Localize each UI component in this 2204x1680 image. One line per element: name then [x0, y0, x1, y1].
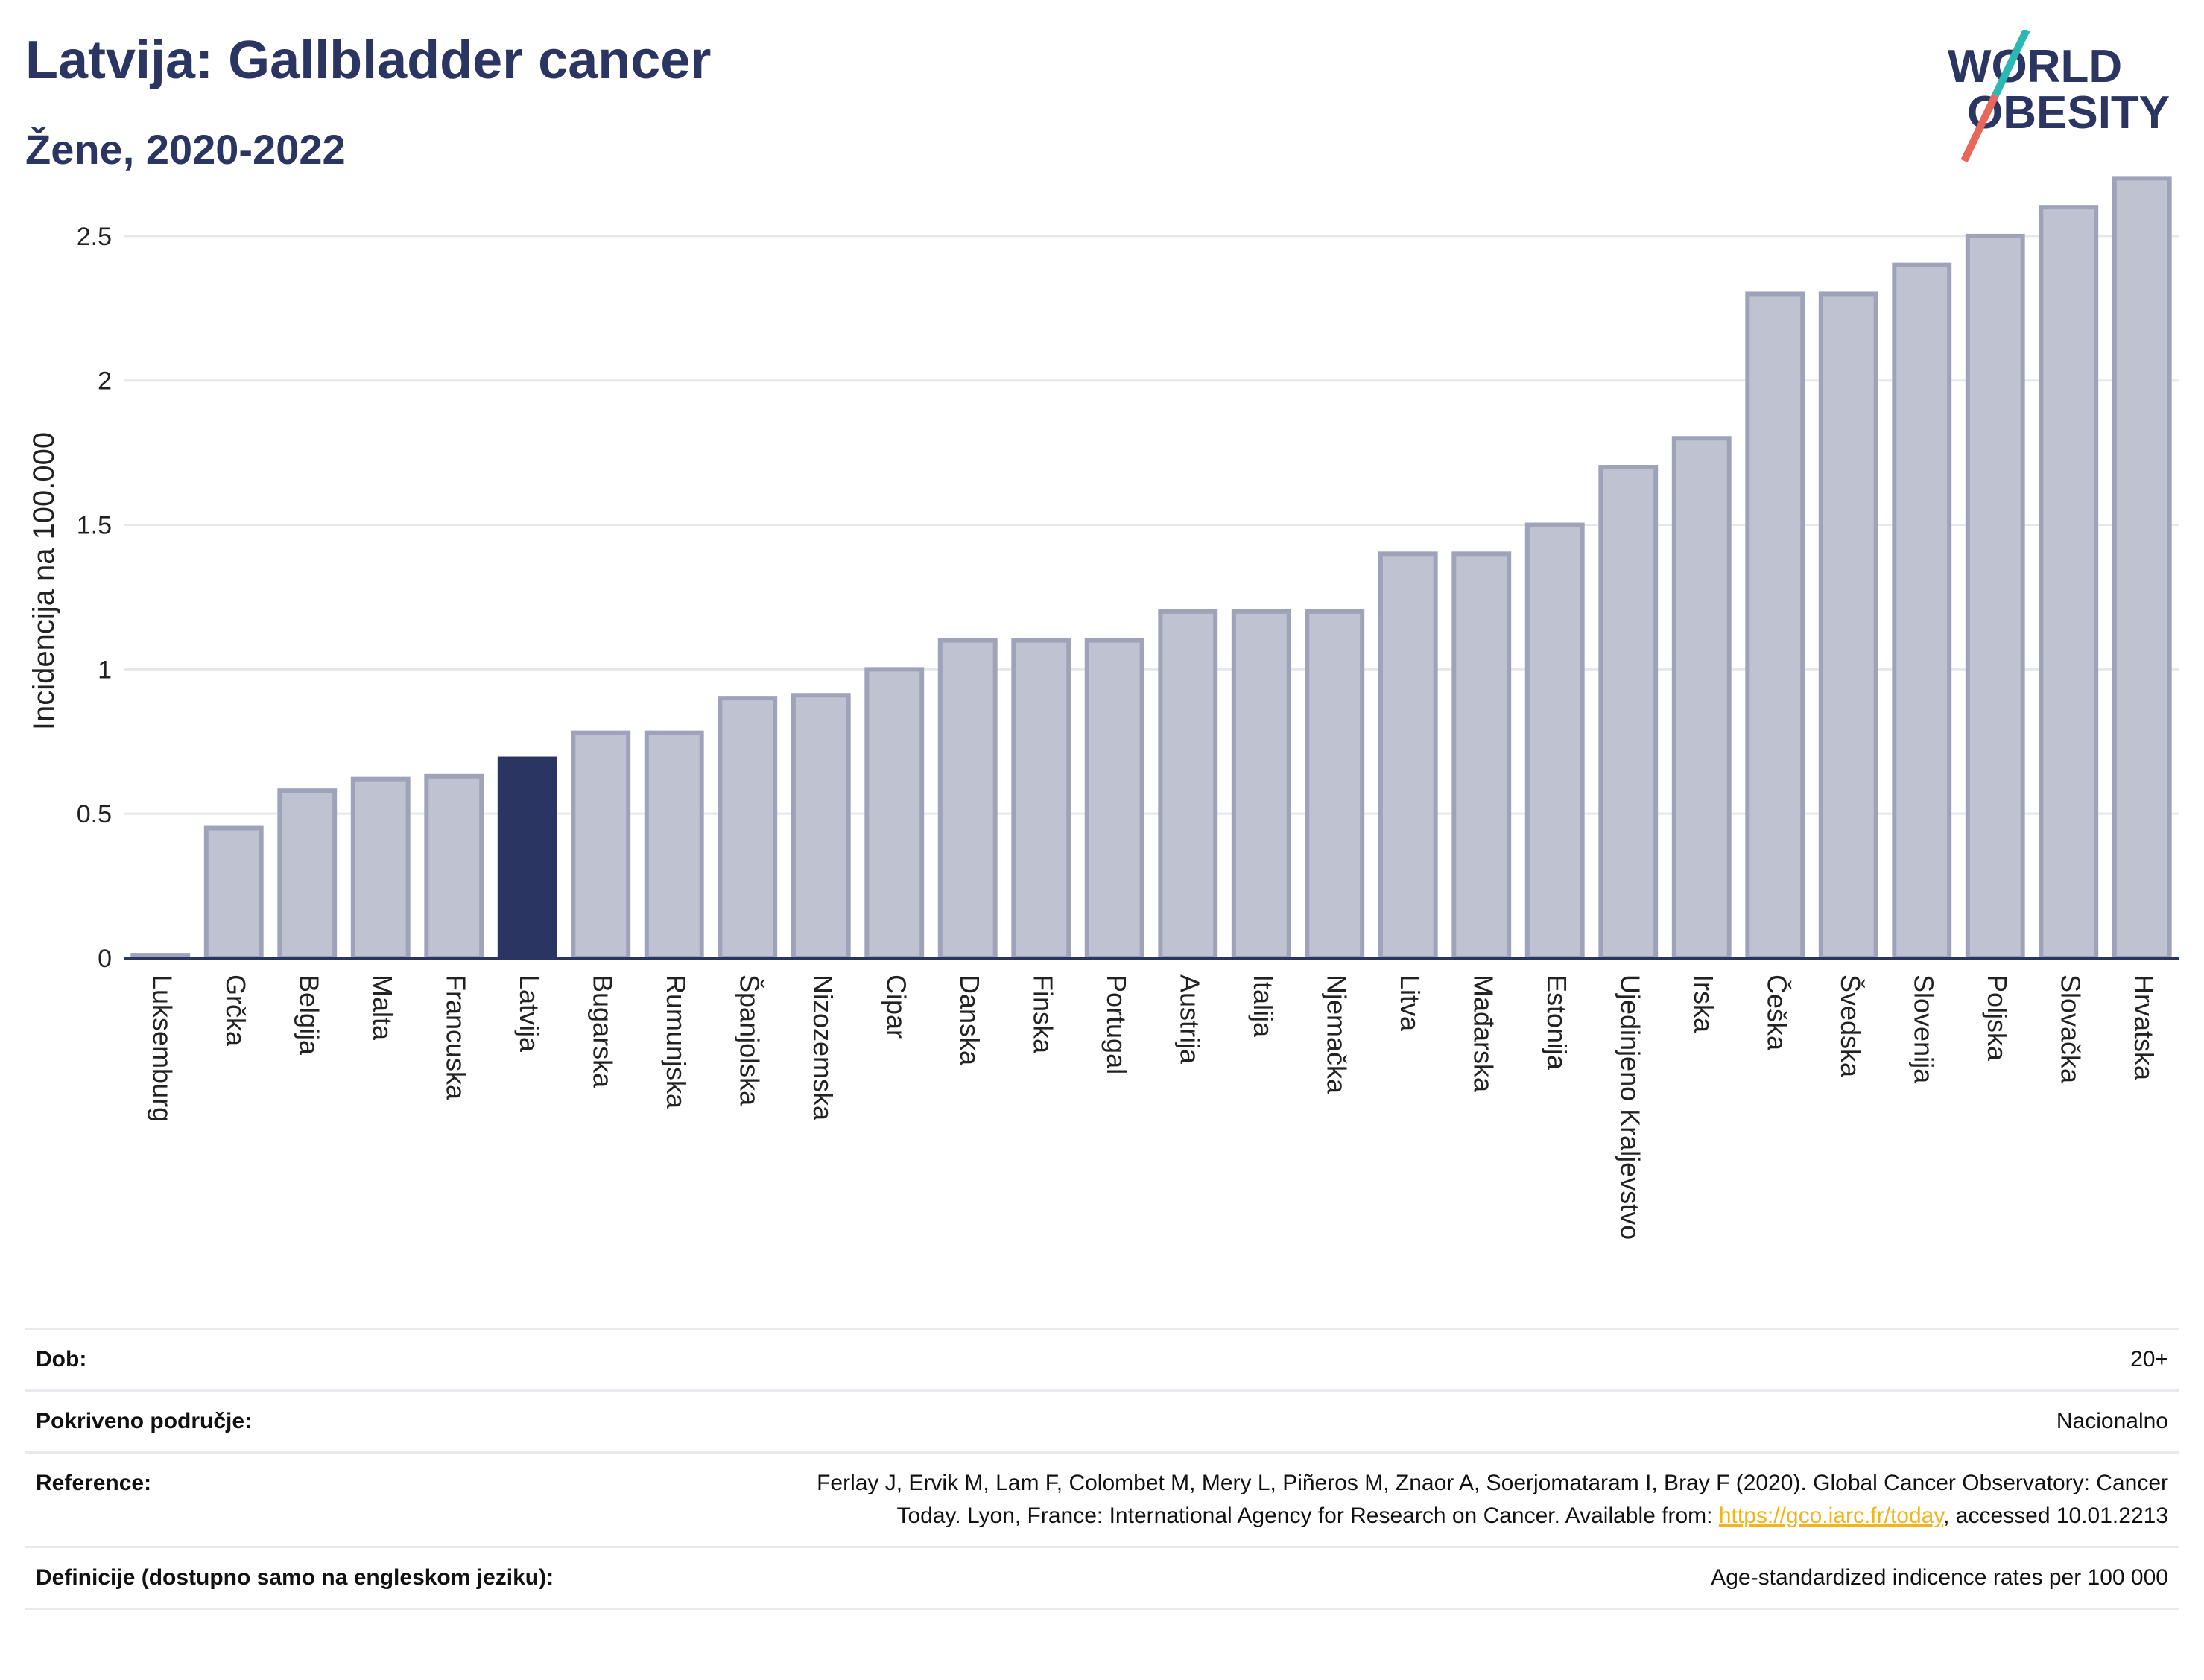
bar-malta[interactable] [350, 776, 411, 960]
x-tick-label: Španjolska [734, 974, 764, 1106]
page-subtitle: Žene, 2020-2022 [25, 126, 346, 173]
bar-njemačka[interactable] [1305, 609, 1365, 960]
y-tick-label: 0 [98, 945, 112, 973]
bar-grčka[interactable] [203, 825, 264, 960]
info-row-definition: Definicije (dostupno samo na engleskom j… [25, 1546, 2179, 1610]
x-tick-label: Latvija [514, 974, 545, 1053]
y-tick-label: 0.5 [77, 800, 112, 828]
x-tick-label: Slovačka [2055, 974, 2086, 1084]
logo-slash-red [1960, 93, 1999, 163]
world-obesity-logo: WORLD OBESITY [1948, 30, 2170, 163]
y-tick-label: 2.5 [77, 223, 112, 251]
bar-irska[interactable] [1671, 436, 1732, 960]
x-tick-label: Ujedinjeno Kraljevstvo [1615, 974, 1645, 1240]
bar-nizozemska[interactable] [791, 693, 851, 960]
bar-španjolska[interactable] [718, 696, 778, 960]
info-row-reference: Reference: Ferlay J, Ervik M, Lam F, Col… [25, 1451, 2179, 1547]
info-row-coverage: Pokriveno područje: Nacionalno [25, 1389, 2179, 1453]
x-tick-label: Njemačka [1321, 974, 1352, 1094]
y-tick-label: 1 [98, 656, 112, 684]
bars [130, 176, 2172, 961]
bar-ujedinjeno-kraljevstvo[interactable] [1598, 465, 1659, 960]
x-tick-label: Finska [1027, 974, 1058, 1054]
reference-link[interactable]: https://gco.iarc.fr/today [1718, 1503, 1944, 1528]
x-tick-label: Rumunjska [661, 974, 691, 1109]
info-table: Dob: 20+ Pokriveno područje: Nacionalno … [25, 1328, 2179, 1610]
logo-slash-teal [1992, 30, 2030, 98]
y-tick-label: 1.5 [77, 512, 112, 540]
logo-line1: WORLD [1948, 41, 2122, 92]
y-axis-ticks: 0 0.5 1 1.5 2 2.5 [77, 223, 112, 973]
bar-chart: 0 0.5 1 1.5 2 2.5 Luksemburg Grčka Belgija Malta… [28, 176, 2179, 1240]
bar-bugarska[interactable] [571, 730, 631, 960]
x-tick-label: Francuska [440, 974, 471, 1100]
bar-češka[interactable] [1745, 291, 1805, 961]
logo-line2: OBESITY [1967, 87, 2170, 139]
reference-text-3: , accessed 10.01.2213 [1943, 1503, 2168, 1528]
x-tick-label: Mađarska [1468, 974, 1498, 1093]
x-tick-label: Poljska [1982, 974, 2013, 1062]
reference-value: Ferlay J, Ervik M, Lam F, Colombet M, Me… [583, 1451, 2179, 1547]
bar-slovenija[interactable] [1892, 262, 1952, 960]
x-tick-label: Češka [1761, 974, 1792, 1051]
coverage-label: Pokriveno područje: [25, 1389, 583, 1453]
bar-litva[interactable] [1378, 551, 1438, 960]
x-tick-label: Italija [1248, 974, 1279, 1038]
x-tick-label: Portugal [1101, 974, 1132, 1074]
x-tick-label: Nizozemska [808, 974, 838, 1121]
x-tick-label: Luksemburg [147, 974, 177, 1122]
reference-text-1: Ferlay J, Ervik M, Lam F, Colombet M, Me… [817, 1471, 2168, 1495]
x-tick-label: Belgija [294, 974, 324, 1056]
bar-finska[interactable] [1011, 638, 1071, 960]
bar-rumunjska[interactable] [644, 730, 704, 960]
reference-label: Reference: [25, 1451, 583, 1547]
bar-latvija[interactable] [497, 756, 557, 960]
age-value: 20+ [583, 1328, 2179, 1391]
info-row-age: Dob: 20+ [25, 1328, 2179, 1391]
x-tick-label: Hrvatska [2129, 974, 2159, 1081]
x-tick-label: Cipar [881, 974, 911, 1039]
x-tick-label: Irska [1688, 974, 1719, 1033]
definition-label: Definicije (dostupno samo na engleskom j… [25, 1546, 583, 1610]
x-tick-label: Estonija [1542, 974, 1572, 1071]
bar-estonija[interactable] [1524, 522, 1585, 960]
y-tick-label: 2 [98, 367, 112, 396]
x-tick-label: Švedska [1835, 974, 1866, 1078]
bar-hrvatska[interactable] [2112, 176, 2172, 960]
bar-mađarska[interactable] [1451, 551, 1512, 960]
age-label: Dob: [25, 1328, 583, 1391]
x-tick-label: Danska [954, 974, 985, 1066]
x-tick-label: Bugarska [587, 974, 618, 1088]
y-axis-title: Incidencija na 100.000 [28, 432, 60, 730]
x-tick-label: Slovenija [1908, 974, 1939, 1084]
bar-slovačka[interactable] [2039, 205, 2099, 960]
page-title: Latvija: Gallbladder cancer [25, 31, 712, 90]
bar-belgija[interactable] [277, 788, 338, 960]
bar-poljska[interactable] [1965, 233, 2025, 960]
coverage-value: Nacionalno [583, 1389, 2179, 1453]
x-tick-label: Malta [367, 974, 398, 1041]
definition-value: Age-standardized indicence rates per 100… [583, 1546, 2179, 1610]
x-tick-label: Grčka [221, 974, 251, 1047]
reference-text-2: Today. Lyon, France: International Agenc… [896, 1503, 1719, 1528]
x-tick-label: Austrija [1174, 974, 1205, 1065]
bar-švedska[interactable] [1818, 291, 1878, 961]
bar-portugal[interactable] [1084, 638, 1144, 960]
bar-cipar[interactable] [864, 667, 925, 960]
x-axis-labels: Luksemburg Grčka Belgija Malta Francuska Latv… [147, 974, 2159, 1240]
bar-francuska[interactable] [424, 773, 484, 960]
bar-danska[interactable] [937, 638, 998, 960]
x-tick-label: Litva [1395, 974, 1425, 1032]
bar-austrija[interactable] [1158, 609, 1218, 960]
bar-italija[interactable] [1231, 609, 1291, 960]
